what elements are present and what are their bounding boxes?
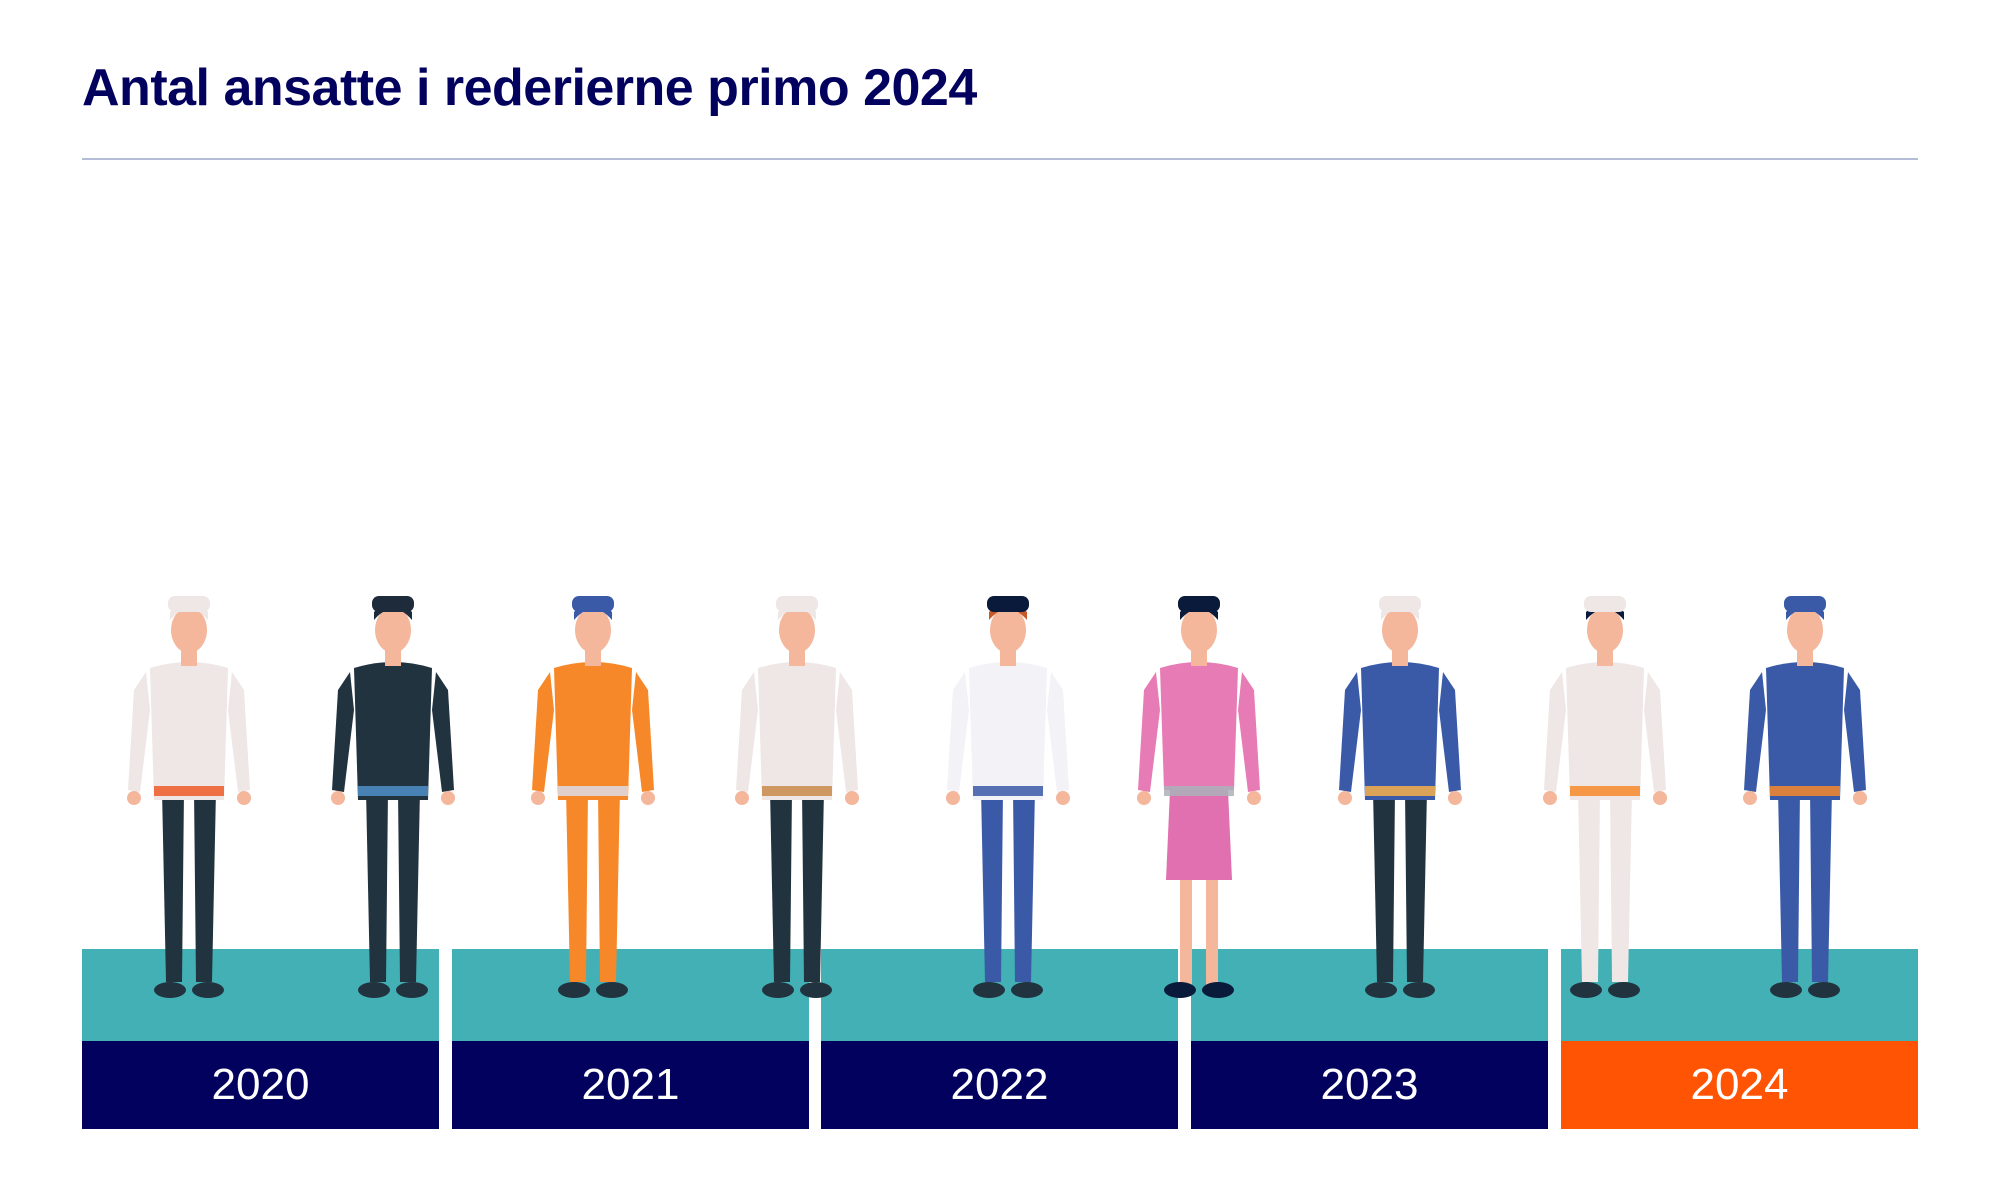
striped-sailor-figure <box>946 596 1070 998</box>
year-bar-2022: 2022 <box>821 949 1178 1129</box>
year-bar-2021: 2021 <box>452 949 809 1129</box>
year-label: 2021 <box>452 1041 809 1129</box>
title-divider <box>82 158 1918 160</box>
year-label: 2024 <box>1561 1041 1918 1129</box>
chart-title: Antal ansatte i rederierne primo 2024 <box>82 59 977 117</box>
saluting-sailor-figure <box>735 596 859 998</box>
year-label: 2022 <box>821 1041 1178 1129</box>
office-woman-figure <box>1137 596 1261 998</box>
chef-figure <box>127 596 251 998</box>
floor-band <box>452 949 809 1041</box>
lifeguard-figure <box>1743 596 1867 998</box>
businessman-figure <box>331 596 455 998</box>
engineer-figure <box>531 596 655 998</box>
captain-figure <box>1338 596 1462 998</box>
year-label: 2023 <box>1191 1041 1548 1129</box>
female-officer-figure <box>1543 596 1667 998</box>
year-label: 2020 <box>82 1041 439 1129</box>
